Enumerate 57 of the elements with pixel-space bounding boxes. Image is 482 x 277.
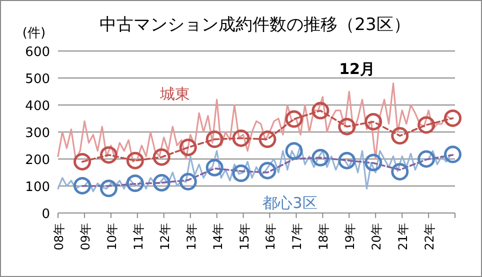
y-tick-label: 100 xyxy=(25,180,50,195)
x-tick-label: 12年 xyxy=(158,223,172,250)
x-tick-label: 14年 xyxy=(210,223,225,250)
annotation: 12月 xyxy=(339,60,375,78)
y-tick-label: 300 xyxy=(25,126,50,141)
point xyxy=(364,154,382,172)
point xyxy=(338,118,356,136)
point xyxy=(418,116,436,134)
point xyxy=(312,148,330,166)
point xyxy=(100,146,118,164)
point xyxy=(444,146,462,164)
point xyxy=(179,138,197,156)
point xyxy=(206,130,224,148)
chart-title: 中古マンション成約件数の推移（23区） xyxy=(100,15,410,35)
point xyxy=(74,176,92,194)
point xyxy=(285,110,303,128)
point xyxy=(179,172,197,190)
series-label: 都心3区 xyxy=(262,194,318,212)
point xyxy=(232,164,250,182)
point xyxy=(206,158,224,176)
point xyxy=(100,180,118,198)
point xyxy=(418,150,436,168)
x-tick-label: 17年 xyxy=(290,223,304,250)
point xyxy=(232,129,250,147)
y-axis-title: (件) xyxy=(22,26,46,41)
point xyxy=(126,174,144,192)
point xyxy=(152,174,170,192)
y-tick-label: 200 xyxy=(25,153,50,168)
point xyxy=(258,130,276,148)
x-tick-label: 20年 xyxy=(370,223,384,250)
y-tick-label: 600 xyxy=(25,45,50,60)
point xyxy=(444,109,462,127)
point xyxy=(258,162,276,180)
x-tick-label: 22年 xyxy=(422,223,437,250)
x-tick-label: 16年 xyxy=(264,223,278,250)
point xyxy=(74,152,92,170)
text: 城東 xyxy=(159,85,190,103)
x-tick-label: 19年 xyxy=(343,223,358,250)
point xyxy=(364,112,382,130)
x-tick-label: 11年 xyxy=(131,223,146,250)
point xyxy=(312,102,330,120)
y-tick-label: 0 xyxy=(42,207,50,222)
y-tick-label: 500 xyxy=(25,72,50,87)
x-tick-label: 09年 xyxy=(78,223,93,250)
point xyxy=(391,162,409,180)
x-tick-label: 13年 xyxy=(184,223,198,250)
point xyxy=(285,142,303,160)
x-tick-label: 08年 xyxy=(52,223,66,250)
x-tick-label: 15年 xyxy=(237,223,252,250)
x-tick-label: 21年 xyxy=(396,223,410,250)
x-tick-label: 10年 xyxy=(104,223,119,250)
x-tick-label: 18年 xyxy=(316,223,331,250)
point xyxy=(391,127,409,145)
y-tick-label: 400 xyxy=(25,99,50,114)
point xyxy=(126,152,144,170)
point xyxy=(338,152,356,170)
point xyxy=(152,148,170,166)
